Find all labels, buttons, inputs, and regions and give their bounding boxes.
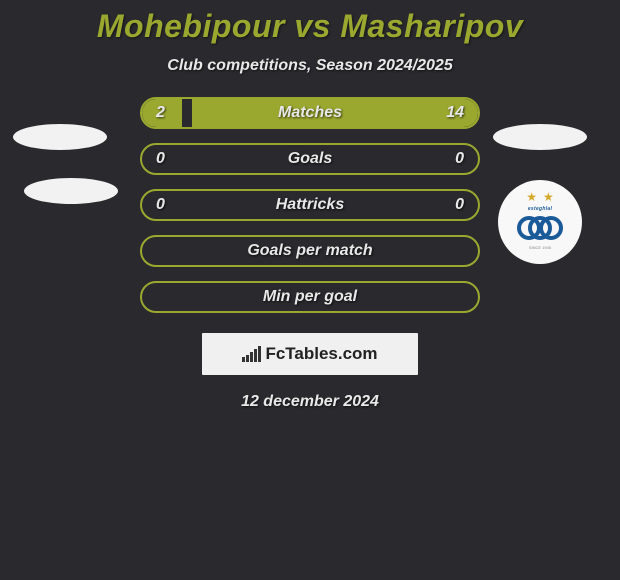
stat-bars: Matches214Goals00Hattricks00Goals per ma… xyxy=(140,97,480,313)
side-ellipse xyxy=(13,124,107,150)
club-badge: ★ ★ esteghlal SINCE 1945 xyxy=(498,180,582,264)
star-icon: ★ xyxy=(543,190,554,204)
bar-chart-icon xyxy=(242,346,261,362)
club-name: esteghlal xyxy=(528,206,552,212)
watermark-content: FcTables.com xyxy=(242,344,377,364)
stat-bar: Matches2 14 xyxy=(140,97,480,129)
stat-bar: Goals0 0 xyxy=(140,143,480,175)
bar-label: Matches xyxy=(142,104,478,122)
bar-label: Hattricks xyxy=(142,196,478,214)
watermark-badge: FcTables.com xyxy=(202,333,418,375)
bar-label: Min per goal xyxy=(142,288,478,306)
subtitle: Club competitions, Season 2024/2025 xyxy=(167,57,452,75)
watermark-text: FcTables.com xyxy=(265,344,377,364)
stat-bar: Min per goal xyxy=(140,281,480,313)
bar-label: Goals xyxy=(142,150,478,168)
bar-value-left: 0 xyxy=(156,150,165,168)
club-rings-icon xyxy=(517,213,563,243)
club-since: SINCE 1945 xyxy=(529,245,551,250)
bar-value-right: 0 xyxy=(455,150,464,168)
bar-value-right: 14 xyxy=(446,104,464,122)
bar-label: Goals per match xyxy=(142,242,478,260)
bar-value-left: 2 xyxy=(156,104,165,122)
side-ellipse xyxy=(493,124,587,150)
star-icon: ★ xyxy=(526,190,537,204)
date-text: 12 december 2024 xyxy=(241,393,379,411)
stat-bar: Goals per match xyxy=(140,235,480,267)
side-ellipse xyxy=(24,178,118,204)
bar-value-left: 0 xyxy=(156,196,165,214)
bar-value-right: 0 xyxy=(455,196,464,214)
stat-bar: Hattricks0 0 xyxy=(140,189,480,221)
club-stars: ★ ★ xyxy=(526,190,554,204)
page-title: Mohebipour vs Masharipov xyxy=(97,8,523,45)
